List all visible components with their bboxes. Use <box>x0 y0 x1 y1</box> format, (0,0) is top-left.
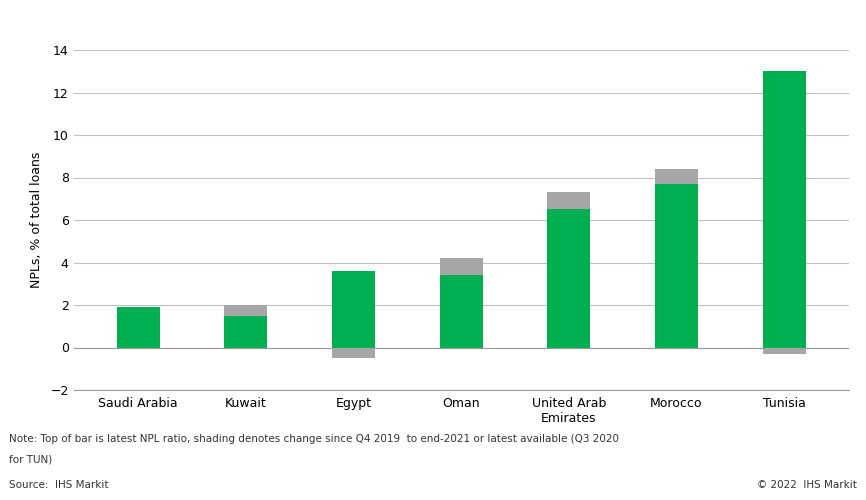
Bar <box>440 275 482 347</box>
Text: Source:  IHS Markit: Source: IHS Markit <box>9 480 108 490</box>
Text: Note: Top of bar is latest NPL ratio, shading denotes change since Q4 2019  to e: Note: Top of bar is latest NPL ratio, sh… <box>9 434 618 444</box>
Bar <box>117 307 159 348</box>
Bar <box>224 316 268 348</box>
Bar <box>440 258 482 348</box>
Text: for TUN): for TUN) <box>9 454 52 464</box>
Bar <box>763 348 805 354</box>
Text: © 2022  IHS Markit: © 2022 IHS Markit <box>758 480 857 490</box>
Bar <box>224 305 268 348</box>
Bar <box>332 348 375 358</box>
Text: Asset-quality movements in select MENA economies since start of pandemic: Asset-quality movements in select MENA e… <box>10 13 666 28</box>
Bar <box>655 184 698 348</box>
Bar <box>547 210 591 348</box>
Bar <box>547 192 591 348</box>
Y-axis label: NPLs, % of total loans: NPLs, % of total loans <box>30 152 43 288</box>
Bar <box>655 169 698 348</box>
Bar <box>332 271 375 347</box>
Bar <box>763 71 805 347</box>
